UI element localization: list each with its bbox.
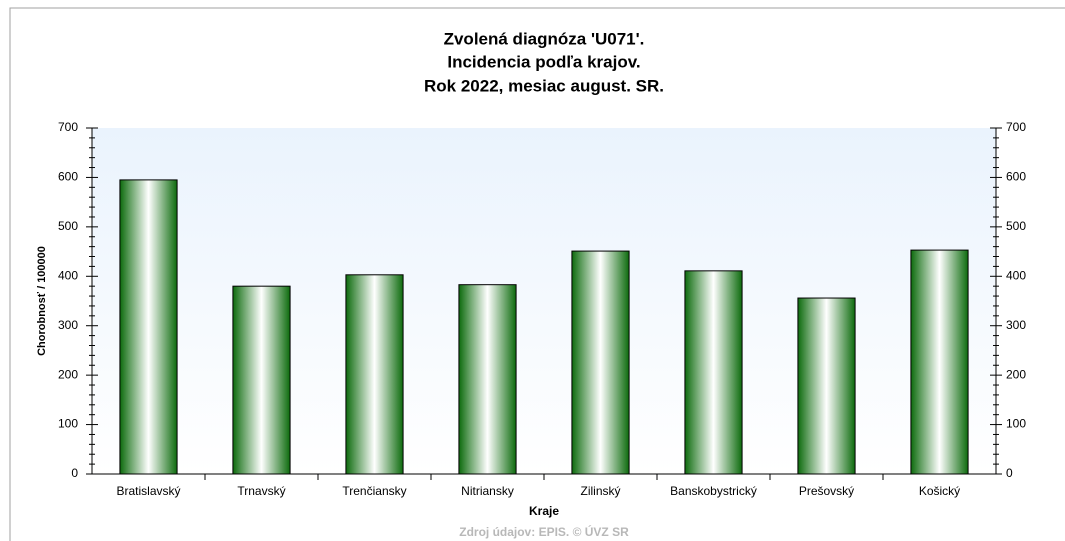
- x-tick-label: Zilinský: [580, 484, 620, 498]
- bar: [458, 284, 517, 475]
- chart-title: Rok 2022, mesiac august. SR.: [424, 76, 664, 95]
- y-tick-label: 0: [71, 466, 78, 480]
- y-tick-label: 700: [58, 120, 78, 134]
- frame: [9, 7, 1065, 541]
- plot-area: [92, 128, 996, 474]
- bar: [119, 179, 178, 475]
- bar: [232, 285, 291, 475]
- y-tick-label: 400: [58, 268, 78, 282]
- y-tick-label: 500: [58, 219, 78, 233]
- bar: [684, 270, 743, 475]
- x-axis-label: Kraje: [529, 504, 559, 518]
- y2-tick-label: 700: [1006, 120, 1026, 134]
- bar: [910, 249, 969, 475]
- bar: [571, 250, 630, 475]
- x-tick-label: Prešovský: [799, 484, 854, 498]
- chart-title: Zvolená diagnóza 'U071'.: [444, 29, 645, 48]
- x-tick-label: Košický: [919, 484, 960, 498]
- y2-tick-label: 500: [1006, 219, 1026, 233]
- bar: [797, 297, 856, 475]
- y-tick-label: 200: [58, 367, 78, 381]
- bar: [345, 274, 404, 475]
- source: Zdroj údajov: EPIS. © ÚVZ SR: [459, 524, 629, 539]
- y2-tick-label: 400: [1006, 268, 1026, 282]
- y2-tick-label: 600: [1006, 170, 1026, 184]
- y2-tick-label: 200: [1006, 367, 1026, 381]
- x-tick-label: Trnavský: [237, 484, 285, 498]
- x-tick-label: Bratislavský: [116, 484, 180, 498]
- y2-tick-label: 100: [1006, 417, 1026, 431]
- chart-title: Incidencia podľa krajov.: [447, 52, 640, 71]
- x-tick-label: Trenčiansky: [342, 484, 406, 498]
- y-tick-label: 300: [58, 318, 78, 332]
- x-tick-label: Banskobystrický: [670, 484, 757, 498]
- y2-tick-label: 300: [1006, 318, 1026, 332]
- y-tick-label: 100: [58, 417, 78, 431]
- y-axis-label: Chorobnosť / 100000: [36, 246, 48, 356]
- y-tick-label: 600: [58, 170, 78, 184]
- y2-tick-label: 0: [1006, 466, 1013, 480]
- x-tick-label: Nitriansky: [461, 484, 514, 498]
